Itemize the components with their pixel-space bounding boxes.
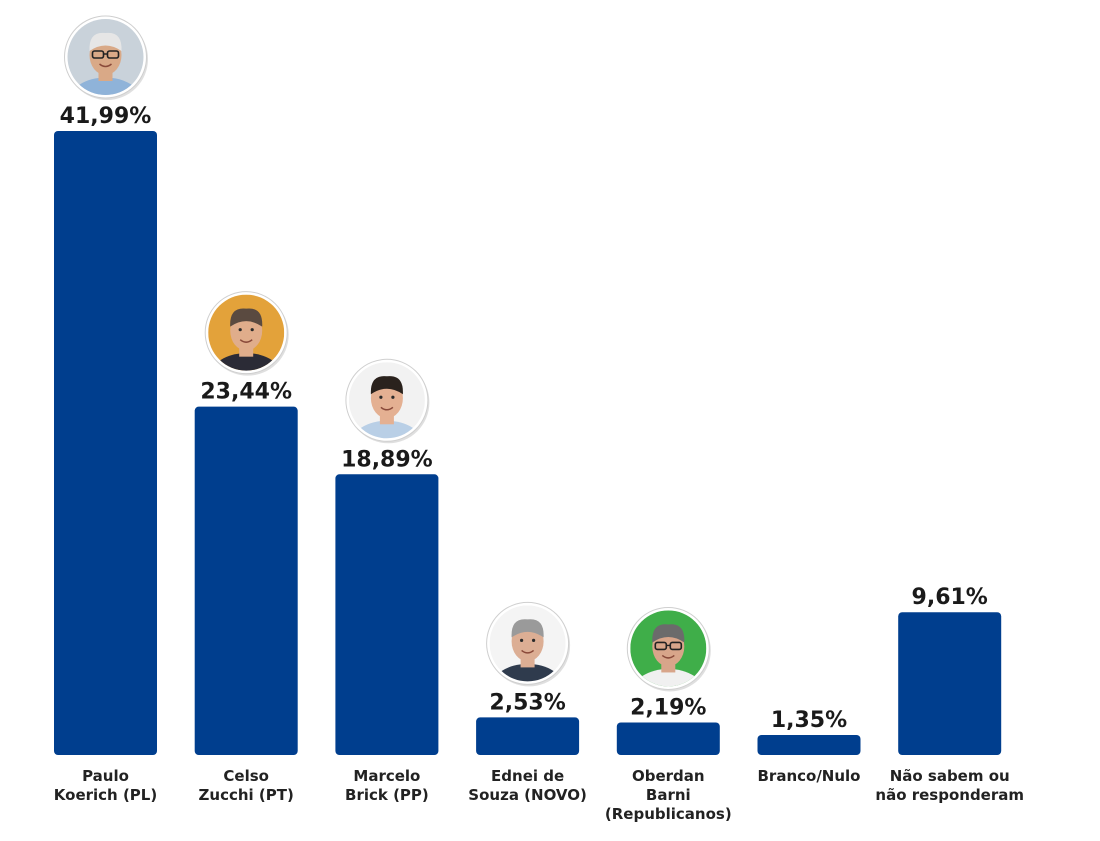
bar-4 <box>616 722 720 755</box>
paulo-koerich-photo-icon <box>64 15 148 100</box>
value-label-6: 9,61% <box>912 585 988 610</box>
value-label-5: 1,35% <box>771 708 847 733</box>
category-label-4-line-0: Oberdan <box>632 767 705 785</box>
category-label-4-line-2: (Republicanos) <box>605 805 732 823</box>
bar-1 <box>194 406 298 755</box>
category-label-6-line-1: não responderam <box>875 786 1024 804</box>
bar-0 <box>54 131 157 755</box>
category-label-2-line-1: Brick (PP) <box>345 786 429 804</box>
category-label-3-line-1: Souza (NOVO) <box>468 786 587 804</box>
bar-2 <box>335 474 439 755</box>
category-label-4-line-1: Barni <box>646 786 691 804</box>
category-label-5-line-0: Branco/Nulo <box>758 767 861 785</box>
bar-5 <box>757 734 861 755</box>
value-label-2: 18,89% <box>341 447 433 472</box>
category-label-0-line-1: Koerich (PL) <box>54 786 157 804</box>
celso-zucchi-photo-icon <box>204 291 289 376</box>
ednei-de-souza-photo-icon <box>486 601 571 687</box>
marcelo-brick-photo-icon <box>345 358 430 444</box>
bar-3 <box>476 717 580 755</box>
category-label-1-line-0: Celso <box>223 767 269 785</box>
oberdan-barni-photo-icon <box>626 606 711 692</box>
value-label-1: 23,44% <box>200 380 292 405</box>
category-label-1-line-1: Zucchi (PT) <box>199 786 294 804</box>
category-label-3-line-0: Ednei de <box>491 767 564 785</box>
category-label-0-line-0: Paulo <box>82 767 129 785</box>
value-label-4: 2,19% <box>630 695 706 720</box>
bar-6 <box>898 612 1002 755</box>
category-label-6-line-0: Não sabem ou <box>890 767 1010 785</box>
value-label-3: 2,53% <box>489 690 565 715</box>
value-label-0: 41,99% <box>60 104 152 129</box>
category-label-2-line-0: Marcelo <box>353 767 420 785</box>
